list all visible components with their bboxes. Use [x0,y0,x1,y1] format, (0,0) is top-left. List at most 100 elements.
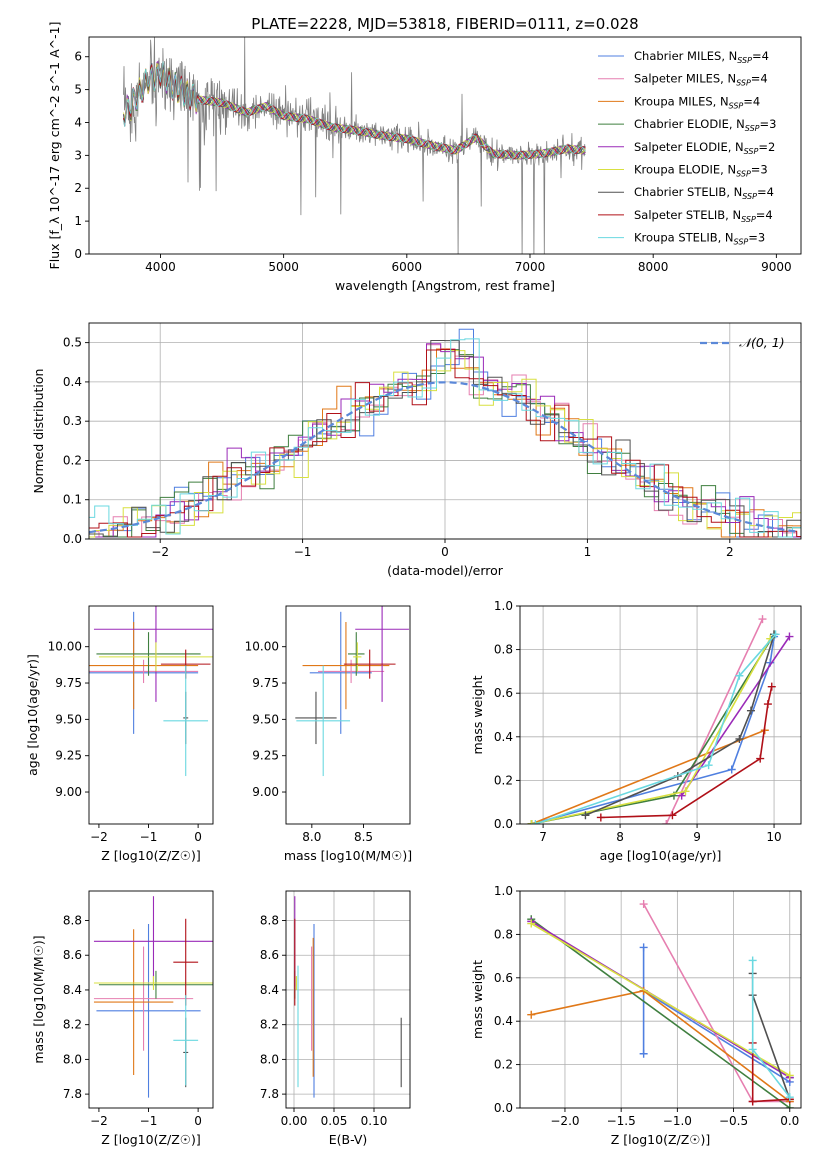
data-point [681,787,690,796]
model-spectrum-salpeter_stelib [123,61,586,160]
data-point [735,734,744,743]
axes-frame [519,605,802,825]
series-line [530,922,791,1077]
data-point [668,811,677,820]
y-axis-label: mass weight [470,675,485,754]
histogram-chabrier_stelib [89,340,801,538]
errorbar-kroupa_stelib [296,665,351,777]
histogram-salpeter_elodie [89,343,801,538]
x-tick-label: 0.00 [281,1114,308,1128]
y-tick-label: 10.00 [245,640,279,654]
y-tick-label: 5 [74,83,82,97]
errorbar-kroupa_miles [89,621,199,710]
x-tick-label: −2 [151,545,169,559]
series-line [665,618,764,824]
x-axis-label: Z [log10(Z/Z☉)] [611,1132,711,1147]
x-tick-label: 8.0 [302,830,321,844]
axes-frame [285,890,411,1109]
y-tick-label: 9.25 [252,749,279,763]
x-tick-label: 0 [194,830,202,844]
y-tick-label: 0.2 [63,453,82,467]
errorbar-chabrier_stelib [295,691,337,745]
plot-area [527,900,794,1108]
legend-label: Kroupa STELIB, NSSP=3 [634,231,765,247]
data-point [531,820,540,824]
y-tick-label: 0.0 [63,532,82,546]
x-tick-label: 6000 [392,260,423,274]
x-tick-label: 0.05 [321,1114,348,1128]
data-point [527,820,536,824]
y-tick-label: 7.8 [63,1087,82,1101]
y-tick-label: 0.0 [494,817,513,831]
data-point [639,1049,648,1058]
errorbar-chabrier_miles [309,611,372,734]
x-tick-label: 0 [194,1114,202,1128]
data-point [527,919,536,928]
y-tick-label: 1.0 [494,599,513,613]
y-tick-label: 0.8 [494,643,513,657]
series-salpeter_elodie [677,632,794,800]
x-tick-label: 5000 [268,260,299,274]
x-tick-label: 0 [441,545,449,559]
y-tick-label: 1.0 [494,884,513,898]
x-tick-label: 4000 [145,260,176,274]
y-tick-label: 8.6 [63,948,82,962]
errorbar-kroupa_miles [93,929,174,1076]
errorbar-salpeter_miles [318,659,385,684]
y-tick-label: 8.2 [63,1018,82,1032]
data-point [639,900,648,909]
y-tick-label: 8.2 [260,1018,279,1032]
data-point [735,671,744,680]
series-kroupa_elodie [527,634,775,824]
data-point [746,706,755,715]
model-spectrum-kroupa_stelib [123,61,586,160]
data-point [758,615,767,624]
x-tick-label: 7 [539,830,547,844]
y-tick-label: 8.0 [63,1052,82,1066]
y-tick-label: 0.3 [63,414,82,428]
legend-label: Salpeter ELODIE, NSSP=2 [634,140,775,156]
errorbar-salpeter_miles [93,946,194,1051]
data-point [767,682,776,691]
axes-frame [88,36,802,255]
x-tick-label: 8 [616,830,624,844]
y-tick-label: 0.2 [494,1058,513,1072]
legend-label: Chabrier ELODIE, NSSP=3 [634,117,776,133]
y-tick-label: 9.00 [55,785,82,799]
y-tick-label: 3 [74,148,82,162]
data-point [596,813,605,822]
y-tick-label: 9.75 [55,676,82,690]
data-point [639,943,648,952]
plot-area [89,328,801,538]
y-tick-label: 0.2 [494,773,513,787]
x-axis-label: mass [log10(M/M☉)] [284,848,412,863]
series-line [530,918,791,1108]
errorbar-kroupa_stelib [163,665,209,777]
legend-label: Kroupa MILES, NSSP=4 [634,94,760,110]
y-tick-label: 8.4 [63,983,82,997]
x-tick-label: 8.5 [354,830,373,844]
mass-weight-vs-age-plot: 7 8 9 10 0.0 0.2 0.4 0.6 0.8 1.0 age [log10(age/yr… [470,599,802,863]
data-point [785,632,794,641]
x-tick-label: 9 [693,830,701,844]
series-line [531,636,775,824]
data-point [727,765,736,774]
series-line [751,973,791,1100]
axes-frame [285,605,411,825]
y-tick-label: 9.50 [55,712,82,726]
y-tick-label: 8.8 [63,914,82,928]
x-tick-label: −1.0 [663,1114,692,1128]
x-tick-label: −2 [90,1114,108,1128]
legend-label: Salpeter STELIB, NSSP=4 [634,208,773,224]
y-tick-label: 4 [74,115,82,129]
x-tick-label: 8000 [638,260,669,274]
data-point [581,811,590,820]
errorbar-salpeter_elodie [355,606,409,702]
histogram-kroupa_stelib [89,338,801,538]
errorbar-chabrier_elodie [96,632,201,676]
y-axis-label: mass weight [470,960,485,1039]
plot-area [294,896,402,1098]
errorbar-salpeter_elodie [93,606,213,702]
histogram-kroupa_elodie [89,350,801,538]
age-vs-mass-plot: 8.0 8.5 9.00 9.25 9.50 9.75 10.00 mass [log10(M… [245,605,412,863]
